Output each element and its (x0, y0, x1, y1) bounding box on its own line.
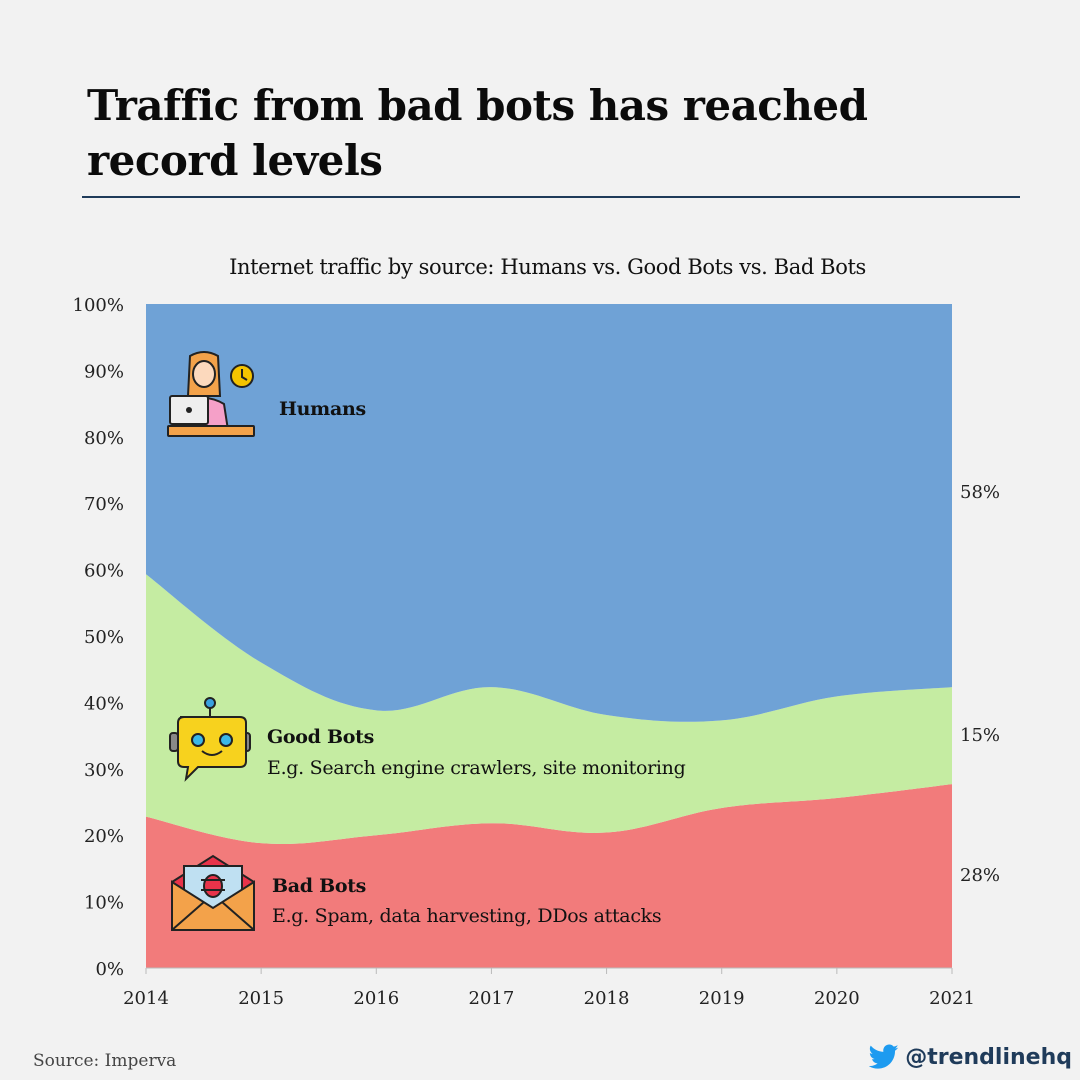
source-note: Source: Imperva (33, 1051, 177, 1071)
end-label-bad-bots: 28% (960, 865, 1000, 886)
x-tick-label: 2019 (699, 988, 745, 1009)
good-bots-label: Good Bots (267, 726, 374, 748)
headline: Traffic from bad bots has reached record… (87, 81, 868, 185)
stacked-area-chart: 0%10%20%30%40%50%60%70%80%90%100% 2014 20… (73, 295, 1000, 1009)
x-tick-label: 2020 (814, 988, 860, 1009)
robot-chat-icon (169, 697, 251, 782)
y-tick-label: 60% (84, 561, 124, 582)
y-tick-label: 90% (84, 361, 124, 382)
bad-bots-label: Bad Bots (272, 875, 367, 897)
y-tick-label: 20% (84, 826, 124, 847)
y-tick-label: 50% (84, 627, 124, 648)
area-bad-bots (146, 784, 952, 968)
bad-bots-description: E.g. Spam, data harvesting, DDos attacks (272, 905, 662, 927)
chart-title: Internet traffic by source: Humans vs. G… (229, 255, 866, 279)
x-tick-label: 2018 (584, 988, 630, 1009)
end-label-good-bots: 15% (960, 725, 1000, 746)
chart-axes (145, 967, 953, 974)
title-divider (82, 196, 1020, 198)
person-with-laptop-icon (167, 351, 255, 437)
y-tick-labels: 0% 10% 20% 30% 40% 50% 60% 70% 80% 90% 100% (73, 295, 124, 980)
x-tick-labels: 2014 2015 2016 2017 2018 2019 2020 2021 (123, 988, 975, 1009)
area-humans (146, 304, 952, 722)
y-tick-label: 80% (84, 428, 124, 449)
humans-label: Humans (279, 398, 366, 420)
twitter-handle-text: @trendlinehq (905, 1044, 1072, 1070)
end-label-humans: 58% (960, 482, 1000, 503)
malware-envelope-icon (171, 854, 255, 931)
x-tick-label: 2017 (469, 988, 515, 1009)
end-value-labels: 58% 15% 28% (960, 482, 1000, 886)
good-bots-description: E.g. Search engine crawlers, site monito… (267, 757, 686, 779)
area-good-bots (146, 574, 952, 844)
y-tick-label: 0% (95, 959, 124, 980)
x-tick-label: 2021 (929, 988, 975, 1009)
twitter-handle[interactable]: @trendlinehq (869, 1044, 1072, 1070)
y-tick-label: 10% (84, 893, 124, 914)
x-tick-label: 2015 (238, 988, 284, 1009)
y-tick-label: 100% (73, 295, 124, 316)
twitter-bird-icon (869, 1044, 899, 1069)
y-tick-label: 30% (84, 760, 124, 781)
x-tick-label: 2014 (123, 988, 169, 1009)
x-tick-label: 2016 (353, 988, 399, 1009)
y-tick-label: 70% (84, 494, 124, 515)
chart-areas (146, 304, 952, 968)
y-tick-label: 40% (84, 693, 124, 714)
